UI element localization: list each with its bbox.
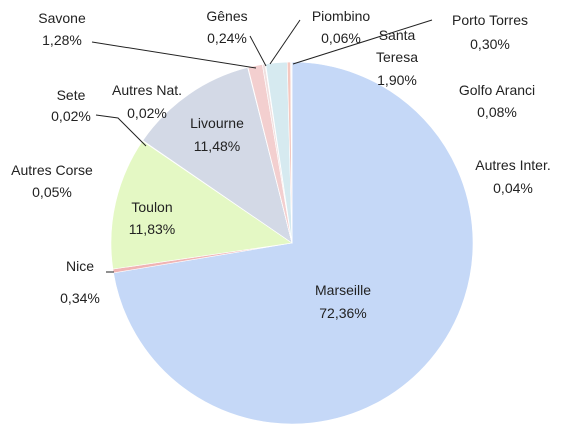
pie (110, 61, 474, 425)
value-label: 1,90% (377, 72, 417, 88)
slice-label: Autres Inter. (475, 157, 551, 173)
leader-lines (91, 19, 433, 273)
value-label: 0,24% (207, 30, 247, 46)
value-label: 0,05% (32, 184, 72, 200)
leader-line (91, 41, 257, 69)
value-label: 0,02% (51, 108, 91, 124)
slice-label: Golfo Aranci (458, 82, 536, 98)
slice-label: Gênes (206, 8, 248, 24)
slice-label: Toulon (131, 199, 173, 215)
slice-label: Autres Nat. (111, 82, 183, 98)
value-label: 0,30% (470, 36, 510, 52)
value-label: 0,02% (127, 105, 167, 121)
pie-slice (142, 67, 293, 244)
value-label: 0,34% (60, 290, 100, 306)
leader-line (95, 114, 147, 147)
pie-slice (110, 140, 293, 270)
value-label: 0,06% (321, 30, 361, 46)
slice-label: Porto Torres (452, 12, 528, 28)
slice-label: Piombino (311, 8, 371, 24)
value-label: 0,08% (477, 104, 517, 120)
slice-label: Livourne (190, 115, 244, 131)
slice-label: Savone (38, 10, 86, 26)
slice-label: Autres Corse (11, 162, 93, 178)
value-label: 0,04% (493, 180, 533, 196)
slice-label: Santa Teresa (375, 27, 419, 65)
leader-line (292, 19, 433, 65)
value-label: 72,36% (319, 305, 367, 321)
slice-label: Marseille (314, 282, 372, 298)
value-label: 1,28% (42, 32, 82, 48)
value-label: 11,83% (128, 221, 176, 237)
slice-label: Sete (56, 87, 86, 103)
leader-line (269, 19, 301, 65)
value-label: 11,48% (193, 138, 241, 154)
leader-line (249, 35, 267, 67)
slice-label: Nice (65, 258, 95, 274)
pie-slice (113, 61, 474, 425)
